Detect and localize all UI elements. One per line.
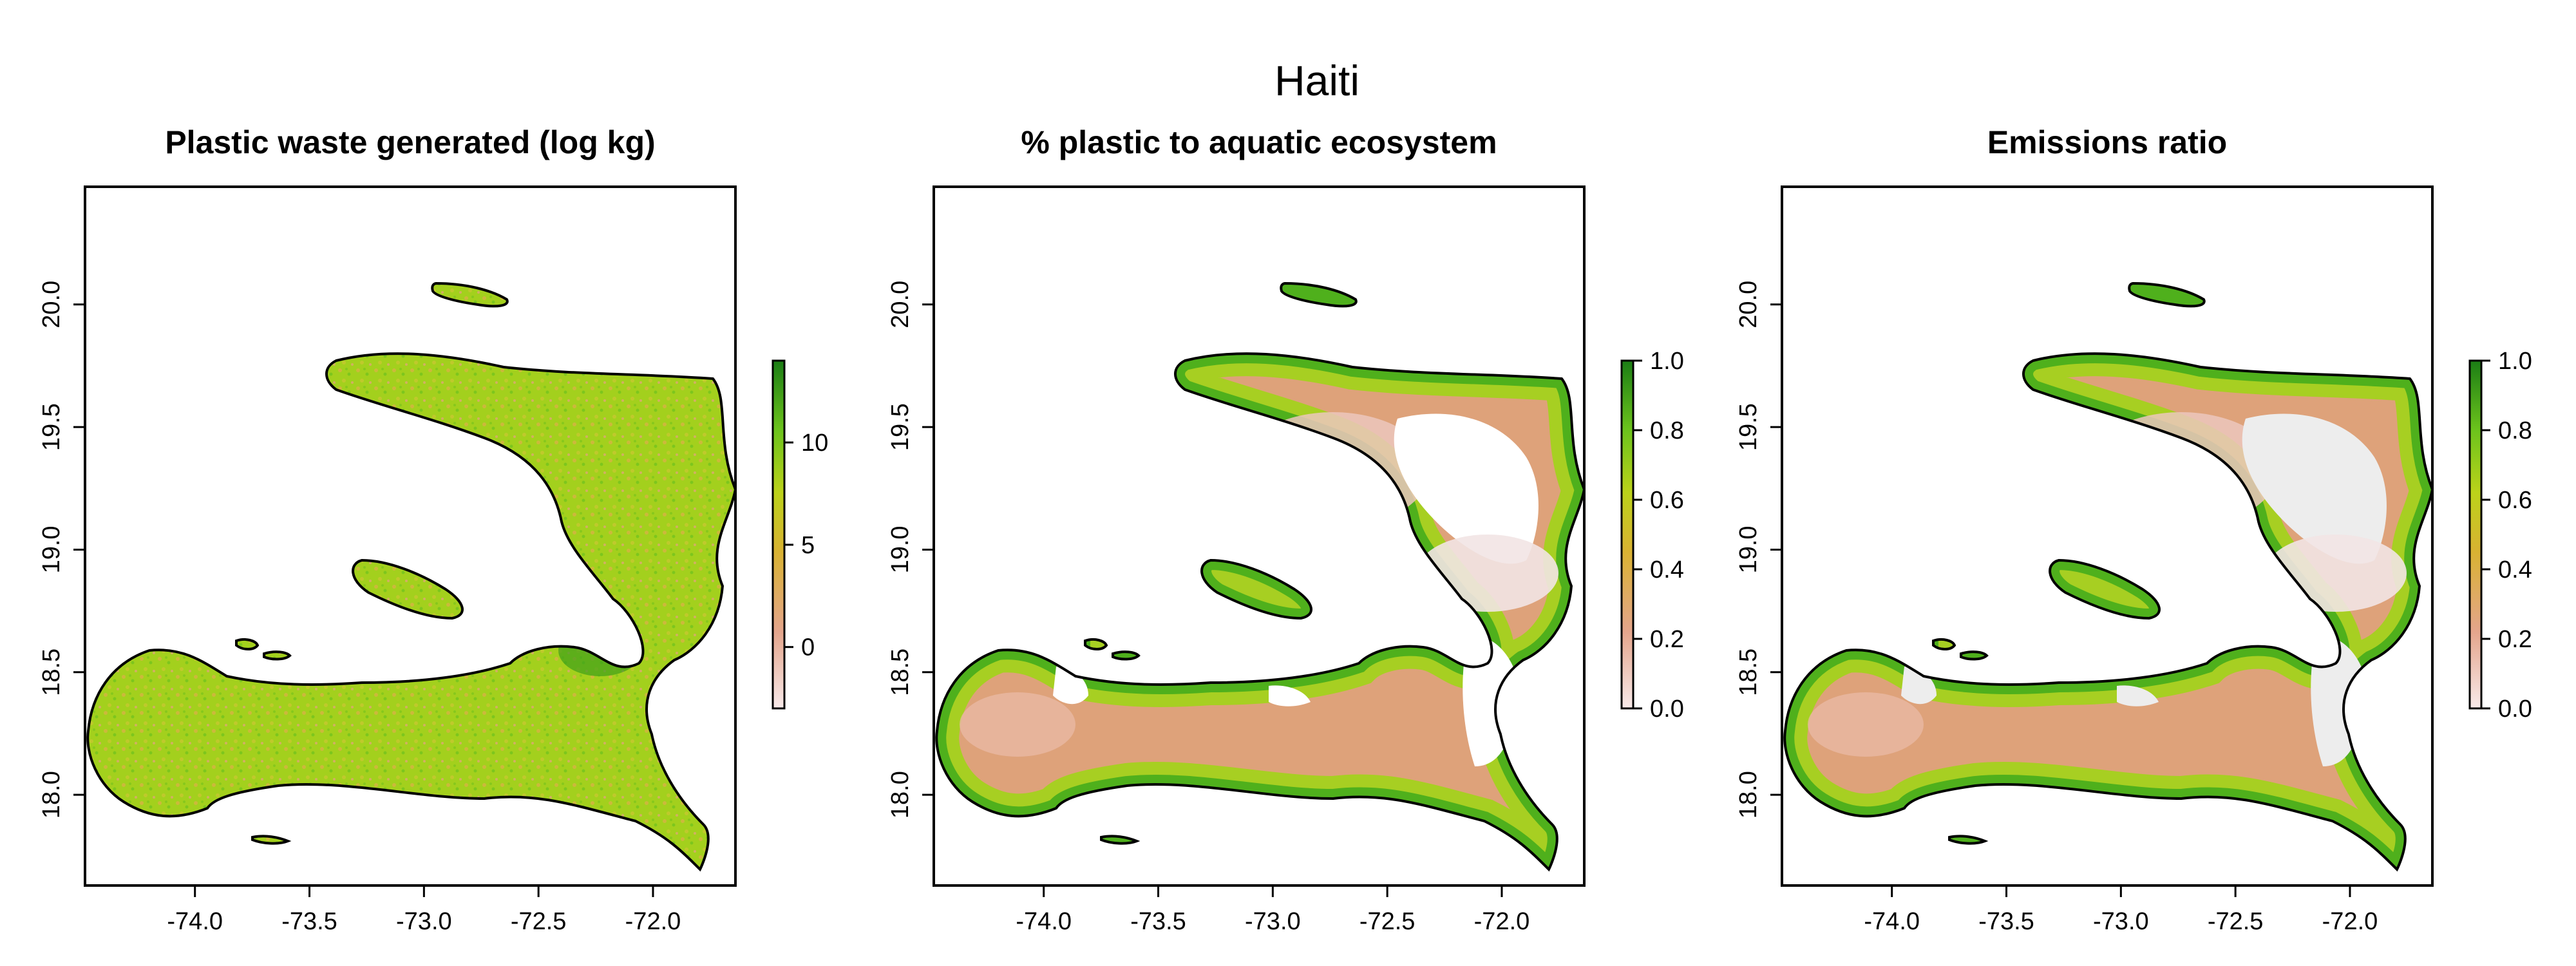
legend-tick-label: 0.8 [2498, 417, 2532, 444]
y-tick-label: 20.0 [887, 281, 914, 328]
x-tick-label: -74.0 [1016, 908, 1072, 935]
legend-tick-label: 0 [801, 634, 815, 661]
y-tick-label: 18.5 [38, 649, 65, 696]
x-tick-label: -73.0 [2093, 908, 2149, 935]
map-panel-emissions-ratio: Emissions ratio -74.0 -73.5 -73.0 -72.5 -72.0… [1735, 124, 2532, 935]
plot-frame [1781, 185, 2434, 887]
x-tick-label: -72.0 [2322, 908, 2378, 935]
legend-tick-label: 0.6 [1650, 487, 1684, 514]
land-raster [1785, 283, 2432, 870]
plot-frame [933, 185, 1586, 887]
plot-frame [84, 185, 737, 887]
x-tick-label: -72.5 [1359, 908, 1416, 935]
legend-tick-label: 10 [801, 430, 828, 457]
x-tick-label: -74.0 [167, 908, 223, 935]
x-tick-label: -72.0 [1474, 908, 1530, 935]
legend-tick-label: 0.0 [2498, 696, 2532, 723]
y-tick-label: 19.5 [38, 403, 65, 451]
x-tick-label: -72.5 [511, 908, 567, 935]
land-raster [936, 283, 1584, 870]
y-tick-label: 20.0 [1735, 281, 1762, 328]
y-tick-label: 18.5 [1735, 649, 1762, 696]
panel-title: % plastic to aquatic ecosystem [1021, 124, 1497, 160]
y-tick-label: 18.0 [38, 771, 65, 819]
map-panel-plastic-waste: Plastic waste generated (log kg) -74.0 -73… [38, 124, 828, 935]
y-tick-label: 18.5 [887, 649, 914, 696]
legend-tick-label: 1.0 [1650, 348, 1684, 375]
legend-tick-label: 0.6 [2498, 487, 2532, 514]
legend-tick-label: 0.2 [2498, 626, 2532, 653]
legend-tick-label: 1.0 [2498, 348, 2532, 375]
panel-title: Emissions ratio [1987, 124, 2227, 160]
panel-title: Plastic waste generated (log kg) [165, 124, 655, 160]
legend-tick-label: 0.0 [1650, 696, 1684, 723]
legend-colorbar: 0.0 0.2 0.4 0.6 0.8 1.0 [1620, 348, 1684, 723]
y-tick-label: 20.0 [38, 281, 65, 328]
legend-tick-label: 0.4 [2498, 556, 2532, 583]
land-raster [88, 283, 735, 870]
y-tick-label: 19.0 [38, 526, 65, 573]
y-tick-label: 19.0 [1735, 526, 1762, 573]
legend-tick-label: 0.2 [1650, 626, 1684, 653]
x-tick-label: -73.5 [1978, 908, 2034, 935]
legend-colorbar: 0.0 0.2 0.4 0.6 0.8 1.0 [2468, 348, 2532, 723]
legend-tick-label: 0.4 [1650, 556, 1684, 583]
y-tick-label: 19.5 [887, 403, 914, 451]
x-tick-label: -72.0 [625, 908, 681, 935]
x-tick-label: -73.5 [281, 908, 337, 935]
x-tick-label: -72.5 [2208, 908, 2264, 935]
y-tick-label: 18.0 [1735, 771, 1762, 819]
x-tick-label: -74.0 [1864, 908, 1920, 935]
legend-tick-label: 0.8 [1650, 417, 1684, 444]
y-tick-label: 19.0 [887, 526, 914, 573]
y-tick-label: 18.0 [887, 771, 914, 819]
y-tick-label: 19.5 [1735, 403, 1762, 451]
legend-tick-label: 5 [801, 532, 815, 559]
x-tick-label: -73.5 [1130, 908, 1186, 935]
figure-title: Haiti [1274, 57, 1359, 104]
x-tick-label: -73.0 [1245, 908, 1301, 935]
map-panel-pct-aquatic: % plastic to aquatic ecosystem -74.0 -73.5… [887, 124, 1684, 935]
legend-colorbar: 0 5 10 [772, 359, 828, 710]
x-tick-label: -73.0 [396, 908, 452, 935]
